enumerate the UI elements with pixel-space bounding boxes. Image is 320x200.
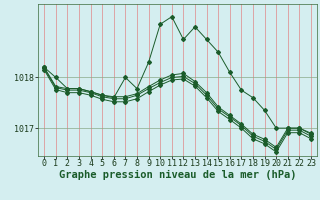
X-axis label: Graphe pression niveau de la mer (hPa): Graphe pression niveau de la mer (hPa) bbox=[59, 170, 296, 180]
